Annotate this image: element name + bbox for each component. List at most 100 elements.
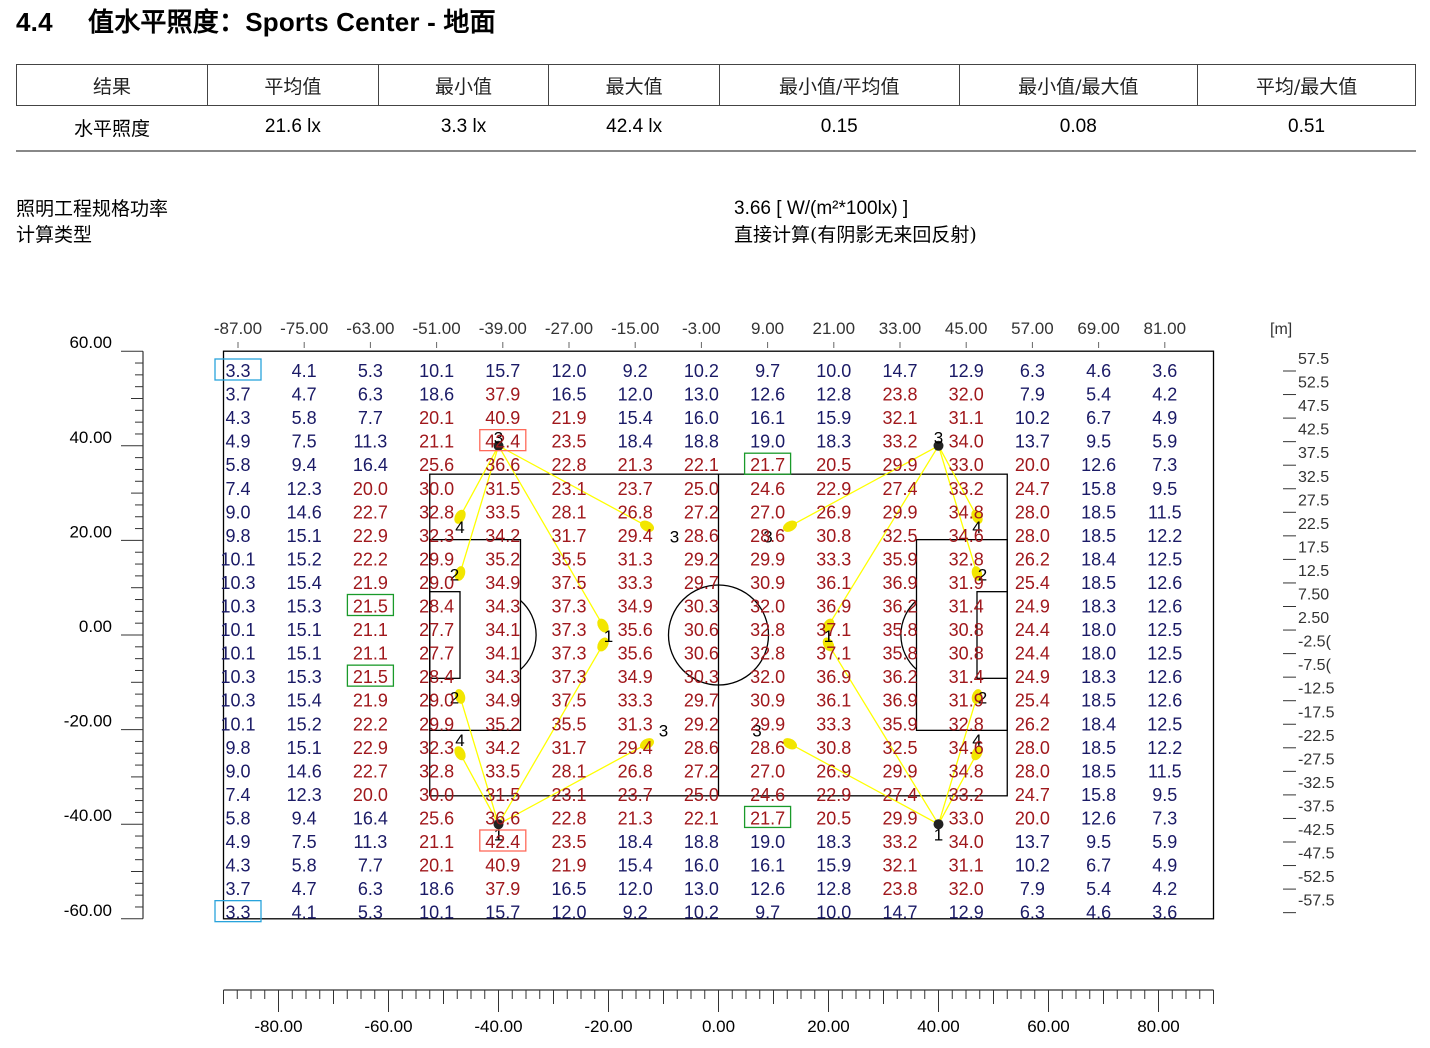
grid-value: 15.2 — [287, 714, 322, 734]
grid-value: 20.0 — [353, 479, 388, 499]
cell-avg-max: 0.51 — [1288, 116, 1326, 137]
grid-value: 25.6 — [419, 455, 454, 475]
aim-point-marker — [822, 618, 835, 633]
luminaire-label: 4 — [972, 518, 981, 537]
grid-value: 10.0 — [816, 903, 851, 923]
grid-value: 22.7 — [353, 502, 388, 522]
right-axis-label: 47.5 — [1298, 398, 1329, 415]
grid-value: 10.0 — [816, 361, 851, 381]
grid-value: 30.3 — [684, 597, 719, 617]
grid-value: 9.0 — [225, 761, 250, 781]
grid-value: 10.2 — [1015, 408, 1050, 428]
grid-value: 5.8 — [225, 808, 250, 828]
col-header-min-avg: 最小值/平均值 — [719, 64, 960, 106]
grid-value: 32.5 — [882, 526, 917, 546]
grid-value: 32.1 — [882, 408, 917, 428]
grid-value: 26.8 — [618, 761, 653, 781]
grid-value: 4.6 — [1086, 903, 1111, 923]
grid-value: 9.8 — [225, 738, 250, 758]
grid-value: 24.6 — [750, 785, 785, 805]
grid-value: 26.9 — [816, 502, 851, 522]
luminaire-label: 3 — [659, 722, 668, 741]
grid-value: 23.8 — [882, 879, 917, 899]
luminaire-label: 3 — [670, 528, 679, 547]
summary-table: 结果 平均值 最小值 最大值 最小值/平均值 最小值/最大值 平均/最大值 水平… — [15, 64, 1416, 148]
grid-value: 18.3 — [816, 432, 851, 452]
grid-value: 9.2 — [623, 361, 648, 381]
grid-value: 12.5 — [1147, 549, 1182, 569]
grid-value: 24.4 — [1015, 644, 1050, 664]
power-density-value: 3.66 [ W/(m²*100lx) ] — [734, 198, 909, 219]
luminaire-label: 1 — [604, 627, 613, 646]
grid-value: 7.4 — [225, 785, 250, 805]
grid-value: 10.1 — [220, 714, 255, 734]
grid-value: 26.9 — [816, 761, 851, 781]
bottom-axis-label: -20.00 — [584, 1017, 632, 1036]
cell-min-avg: 0.15 — [820, 116, 858, 137]
luminaire-label: 2 — [450, 566, 459, 585]
grid-value: 29.9 — [882, 502, 917, 522]
grid-value: 22.9 — [816, 785, 851, 805]
grid-value: 28.6 — [684, 526, 719, 546]
grid-value: 6.3 — [358, 385, 383, 405]
grid-value: 11.5 — [1148, 502, 1182, 522]
grid-value: 35.9 — [882, 549, 917, 569]
grid-value: 15.4 — [287, 691, 322, 711]
grid-value: 32.8 — [949, 549, 984, 569]
grid-value: 28.0 — [1015, 526, 1050, 546]
grid-value: 12.6 — [1147, 667, 1182, 687]
left-axis-label: 0.00 — [79, 617, 112, 636]
grid-value: 37.3 — [551, 667, 586, 687]
grid-value: 11.3 — [354, 432, 388, 452]
aim-point-marker — [454, 689, 466, 704]
grid-value: 37.5 — [551, 691, 586, 711]
aim-point-marker — [639, 738, 655, 750]
grid-value: 18.5 — [1081, 573, 1116, 593]
grid-value: 36.9 — [816, 667, 851, 687]
grid-value: 32.8 — [750, 620, 785, 640]
grid-value: 18.4 — [1081, 549, 1116, 569]
grid-value: 29.0 — [419, 573, 454, 593]
grid-value: 15.8 — [1081, 785, 1116, 805]
right-axis-label: -47.5 — [1298, 846, 1335, 863]
grid-value: 12.2 — [1147, 738, 1182, 758]
right-axis-label: 2.50 — [1298, 610, 1329, 627]
grid-value: 4.9 — [225, 432, 250, 452]
grid-value: 16.1 — [750, 408, 785, 428]
grid-value: 13.7 — [1015, 432, 1050, 452]
grid-value: 22.2 — [353, 549, 388, 569]
grid-value: 7.9 — [1020, 879, 1045, 899]
aim-line — [937, 445, 978, 518]
grid-value: 23.1 — [551, 479, 586, 499]
grid-value: 18.0 — [1081, 644, 1116, 664]
grid-value: 22.2 — [353, 714, 388, 734]
grid-value: 18.3 — [816, 832, 851, 852]
grid-value: 4.2 — [1152, 385, 1177, 405]
calc-type-label: 计算类型 — [16, 224, 93, 246]
grid-value: 37.3 — [551, 644, 586, 664]
goal-box-right — [976, 591, 1008, 679]
top-axis-label: 9.00 — [751, 319, 784, 338]
luminaire-label: 4 — [455, 731, 464, 750]
grid-value: 3.6 — [1152, 361, 1177, 381]
grid-value: 22.8 — [551, 455, 586, 475]
luminaire-label: 4 — [972, 731, 981, 750]
grid-value: 12.0 — [618, 879, 653, 899]
grid-value: 18.8 — [684, 832, 719, 852]
right-axis-label: 12.5 — [1298, 563, 1329, 580]
grid-value: 12.5 — [1147, 714, 1182, 734]
grid-value: 9.7 — [755, 903, 780, 923]
aim-point-marker — [971, 689, 983, 704]
grid-value: 35.5 — [551, 549, 586, 569]
grid-value: 18.3 — [1081, 667, 1116, 687]
aim-point-marker — [971, 566, 983, 581]
luminaire-label: 2 — [978, 566, 987, 585]
grid-value: 34.6 — [949, 738, 984, 758]
grid-value: 10.1 — [220, 620, 255, 640]
right-axis-label: 7.50 — [1298, 587, 1329, 604]
luminaire-label: 3 — [763, 528, 772, 547]
avg-value-box — [743, 452, 792, 475]
aim-line — [459, 752, 500, 825]
grid-value: 23.7 — [618, 479, 653, 499]
grid-value: 7.3 — [1152, 455, 1177, 475]
